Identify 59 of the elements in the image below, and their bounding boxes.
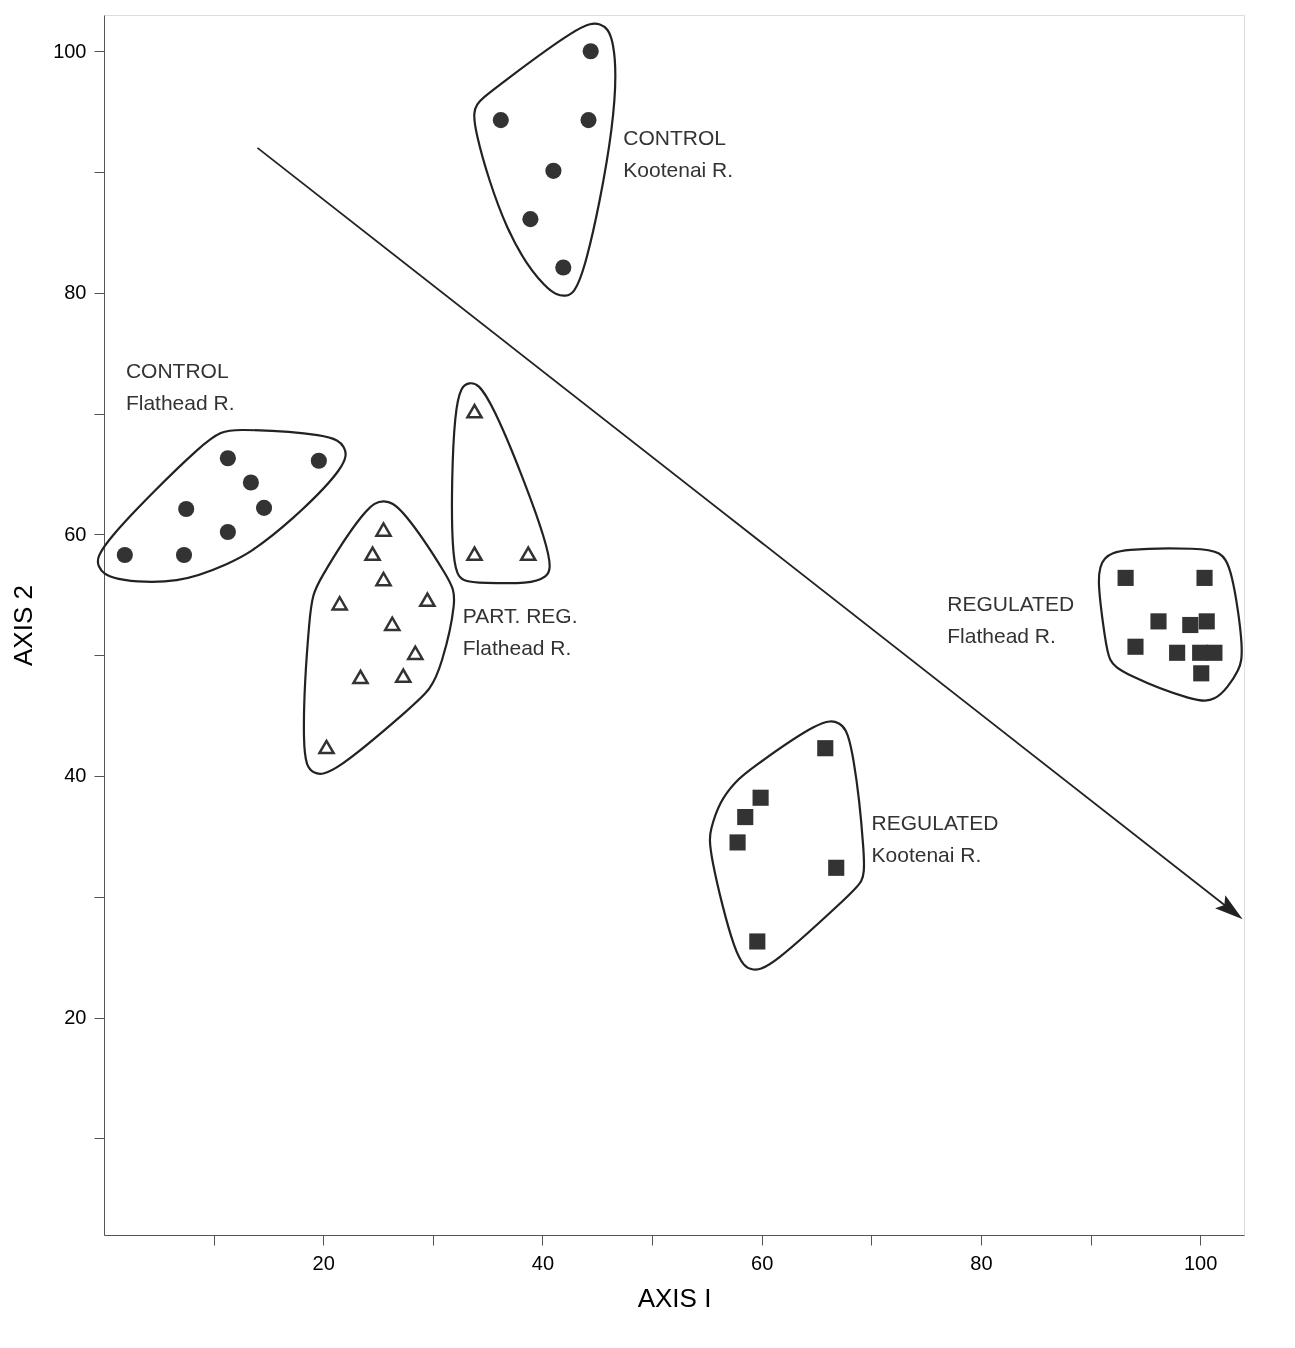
x-tick-label: 60 [751,1251,774,1274]
y-tick-label: 100 [53,39,87,62]
point [817,740,834,757]
series-label: CONTROL Flathead R. [125,358,235,414]
point [1127,638,1144,655]
x-tick-label: 40 [531,1251,555,1274]
point [466,546,483,562]
y-tick-label: 80 [64,281,87,304]
point [116,546,133,563]
y-tick-label: 20 [64,1006,87,1029]
point [545,162,562,179]
point [519,546,537,562]
series-label: PART. REG. Flathead R. [462,604,578,660]
point [383,616,401,632]
point [375,571,392,587]
text: REGULATED Flathead R. [947,591,1075,647]
point [729,834,746,851]
point [492,112,509,129]
point [580,112,597,129]
point [737,809,754,826]
y-axis-title: AXIS 2 [8,585,39,666]
point [219,523,236,541]
series-label: CONTROL Kootenai R. [623,125,734,181]
y-tick-label: 60 [64,522,87,545]
point [255,499,273,516]
x-tick-label: 20 [312,1251,335,1274]
x-tick-label: 80 [970,1251,993,1274]
point [331,595,348,611]
point [749,933,766,950]
point [1198,613,1215,630]
point [175,546,193,563]
point [582,43,599,60]
point [394,668,412,684]
point [219,450,236,467]
x-axis-title: AXIS I [637,1282,712,1313]
point [310,452,327,469]
point [375,522,392,537]
point [1193,665,1210,682]
point [1192,644,1209,661]
point [1196,569,1213,586]
series-label: REGULATED Kootenai R. [871,810,999,866]
point [1169,644,1186,661]
point [522,211,539,228]
point [352,669,369,685]
x-tick-label: 100 [1183,1251,1218,1274]
y-tick-label: 40 [64,764,87,787]
point [466,403,483,419]
point [364,546,381,562]
point [828,859,845,876]
point [242,474,259,491]
point [555,259,572,276]
point [178,500,195,518]
point [419,592,436,608]
point [1117,569,1134,586]
point [1150,613,1167,630]
point [318,739,335,755]
point [406,645,424,661]
point [1182,616,1199,634]
point [752,789,769,806]
